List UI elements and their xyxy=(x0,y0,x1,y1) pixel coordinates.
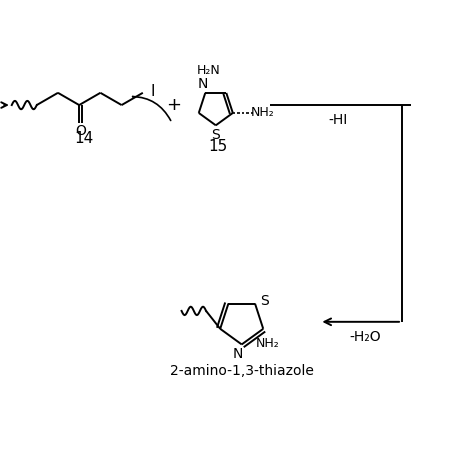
Text: 2-amino-1,3-thiazole: 2-amino-1,3-thiazole xyxy=(170,365,314,378)
Text: 15: 15 xyxy=(209,138,228,154)
FancyArrowPatch shape xyxy=(133,96,171,120)
Text: N: N xyxy=(233,347,243,361)
Text: S: S xyxy=(211,128,220,142)
Text: 14: 14 xyxy=(74,130,93,146)
Text: S: S xyxy=(260,294,269,308)
Text: NH₂: NH₂ xyxy=(256,337,280,350)
Text: O: O xyxy=(75,124,86,138)
Text: -HI: -HI xyxy=(328,113,348,127)
Text: NH₂: NH₂ xyxy=(251,107,275,119)
Text: I: I xyxy=(151,84,155,100)
Text: -H₂O: -H₂O xyxy=(350,330,381,344)
Text: N: N xyxy=(198,76,208,91)
Text: +: + xyxy=(166,96,181,114)
Text: H₂N: H₂N xyxy=(197,64,221,77)
